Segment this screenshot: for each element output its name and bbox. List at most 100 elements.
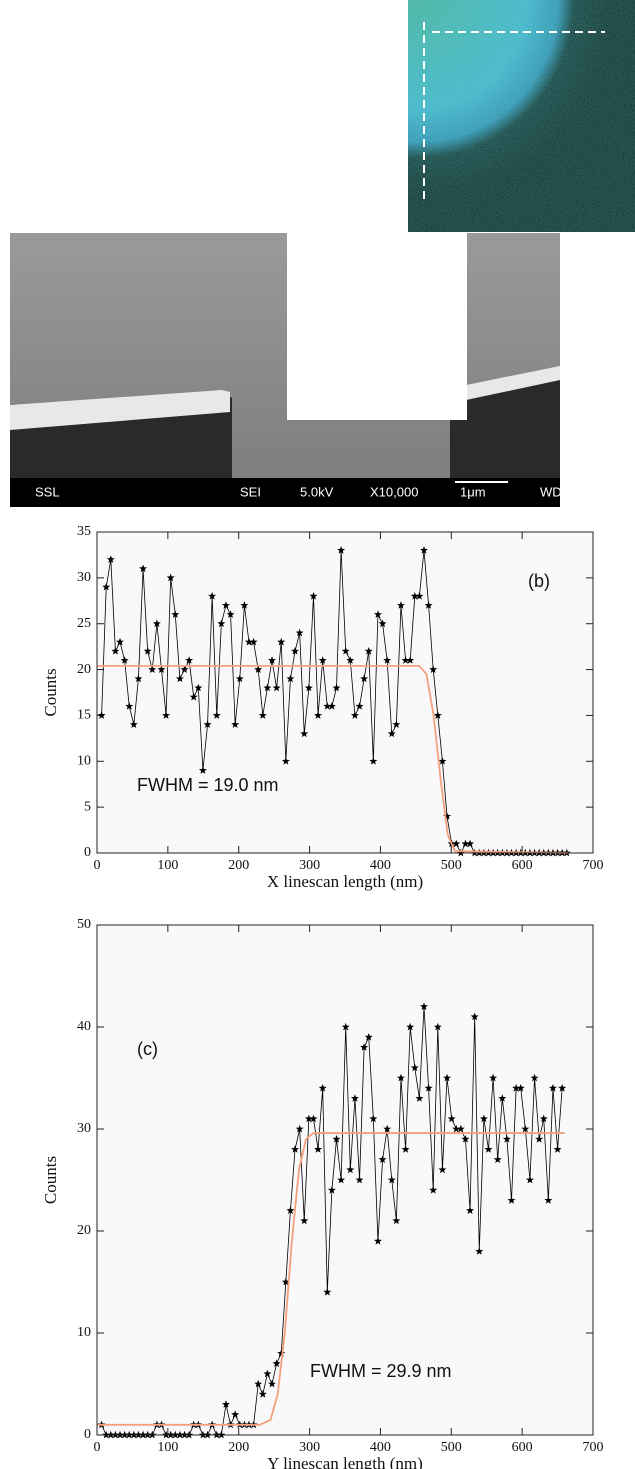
y-tick-label: 50 bbox=[77, 917, 91, 932]
plot-frame bbox=[96, 924, 594, 1436]
y-tick-label: 35 bbox=[77, 524, 91, 539]
data-point bbox=[410, 1063, 419, 1072]
x-tick-label: 500 bbox=[441, 1440, 462, 1455]
data-point bbox=[364, 1033, 373, 1041]
data-point bbox=[166, 573, 175, 582]
data-point bbox=[433, 1022, 442, 1031]
data-point bbox=[406, 656, 415, 664]
data-point bbox=[410, 592, 419, 600]
sem-label: SSL bbox=[35, 484, 60, 499]
eds-map bbox=[408, 0, 635, 232]
data-point bbox=[369, 1114, 378, 1123]
x-tick-label: 100 bbox=[157, 858, 178, 873]
sem-label: X10,000 bbox=[370, 484, 418, 499]
data-point bbox=[415, 1094, 424, 1102]
data-point bbox=[235, 674, 244, 683]
plot-frame bbox=[96, 531, 594, 854]
data-point bbox=[539, 1114, 548, 1123]
x-tick-label: 200 bbox=[228, 1440, 249, 1455]
data-point bbox=[295, 628, 304, 637]
data-point bbox=[355, 1175, 364, 1184]
data-point bbox=[231, 1410, 240, 1418]
data-point bbox=[396, 601, 405, 609]
data-point bbox=[323, 702, 332, 710]
data-point bbox=[194, 683, 203, 692]
data-point bbox=[420, 1002, 428, 1010]
data-point bbox=[148, 665, 157, 673]
data-point bbox=[424, 601, 433, 609]
data-point bbox=[369, 757, 378, 765]
data-point bbox=[309, 1114, 318, 1123]
data-point bbox=[226, 610, 235, 618]
data-point bbox=[162, 711, 171, 719]
data-point bbox=[208, 592, 217, 600]
data-point bbox=[525, 1175, 534, 1184]
data-point bbox=[383, 656, 392, 664]
data-point bbox=[466, 1206, 475, 1214]
data-point bbox=[346, 656, 355, 664]
data-point bbox=[286, 1206, 295, 1214]
data-point bbox=[535, 1135, 544, 1143]
data-point bbox=[120, 656, 129, 664]
data-point bbox=[443, 812, 452, 820]
x-tick-label: 0 bbox=[94, 1440, 101, 1455]
data-point bbox=[406, 1022, 415, 1031]
data-point bbox=[254, 1379, 263, 1388]
y-tick-label: 10 bbox=[77, 754, 91, 769]
data-point bbox=[134, 674, 143, 683]
x-tick-label: 300 bbox=[299, 858, 320, 873]
x-tick-label: 600 bbox=[512, 858, 533, 873]
data-point bbox=[396, 1073, 405, 1082]
data-point bbox=[493, 1155, 502, 1163]
data-point bbox=[203, 720, 212, 728]
data-point bbox=[350, 711, 359, 719]
data-point bbox=[401, 656, 410, 664]
data-point bbox=[438, 757, 447, 765]
data-point bbox=[318, 656, 327, 664]
y-tick-label: 0 bbox=[84, 1427, 91, 1442]
data-point bbox=[475, 1247, 484, 1255]
data-point bbox=[309, 592, 318, 600]
data-point bbox=[263, 683, 272, 692]
data-point bbox=[143, 647, 152, 655]
data-point bbox=[318, 1084, 327, 1092]
data-point bbox=[139, 564, 148, 573]
y-tick-label: 30 bbox=[77, 1121, 91, 1136]
x-tick-label: 700 bbox=[583, 1440, 604, 1455]
data-point bbox=[456, 1124, 465, 1133]
data-point bbox=[272, 1359, 281, 1367]
data-point bbox=[392, 720, 401, 728]
data-point bbox=[392, 1216, 401, 1225]
data-point bbox=[291, 647, 300, 655]
data-point bbox=[157, 665, 166, 673]
data-point bbox=[277, 1349, 286, 1357]
data-point bbox=[452, 1124, 461, 1133]
data-point bbox=[470, 1012, 479, 1021]
data-point bbox=[189, 692, 198, 701]
data-point bbox=[383, 1124, 392, 1133]
data-point bbox=[212, 711, 221, 719]
data-point bbox=[314, 1145, 323, 1153]
x-tick-label: 700 bbox=[583, 858, 604, 873]
data-point bbox=[254, 665, 263, 673]
x-tick-label: 100 bbox=[157, 1440, 178, 1455]
data-point bbox=[553, 1145, 562, 1153]
data-point bbox=[295, 1124, 304, 1133]
data-point bbox=[429, 665, 438, 673]
y-tick-label: 40 bbox=[77, 1019, 91, 1034]
data-point bbox=[221, 601, 230, 609]
data-point bbox=[332, 1135, 341, 1143]
data-point bbox=[387, 729, 396, 738]
data-point bbox=[424, 1084, 433, 1092]
data-point bbox=[350, 1094, 359, 1102]
data-point bbox=[281, 1277, 290, 1286]
data-point bbox=[443, 1073, 452, 1082]
data-point bbox=[548, 1084, 557, 1092]
data-point bbox=[498, 1094, 507, 1102]
data-point bbox=[231, 720, 240, 728]
data-point bbox=[507, 1196, 516, 1204]
data-point bbox=[263, 1369, 272, 1378]
data-point bbox=[281, 757, 290, 765]
